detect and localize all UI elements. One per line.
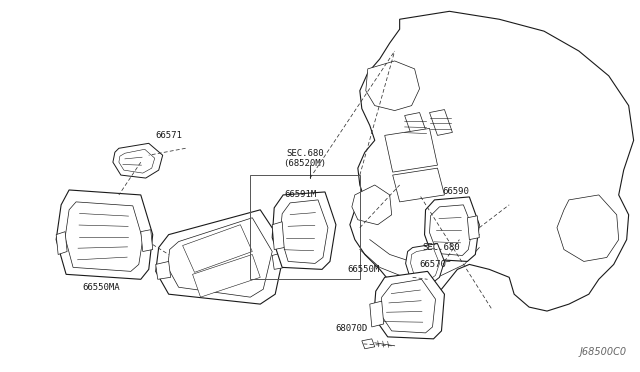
Polygon shape: [404, 113, 428, 138]
Polygon shape: [141, 230, 153, 251]
Polygon shape: [193, 254, 260, 297]
Polygon shape: [393, 168, 444, 202]
Polygon shape: [380, 279, 435, 333]
Polygon shape: [411, 248, 440, 278]
Polygon shape: [65, 202, 143, 271]
Polygon shape: [406, 244, 444, 281]
Polygon shape: [56, 232, 67, 254]
Text: 66570: 66570: [420, 260, 447, 269]
Polygon shape: [156, 262, 171, 279]
Polygon shape: [119, 149, 155, 173]
Polygon shape: [557, 195, 619, 262]
Polygon shape: [429, 110, 452, 135]
Polygon shape: [350, 11, 634, 311]
Polygon shape: [429, 205, 472, 256]
Polygon shape: [156, 210, 285, 304]
Polygon shape: [374, 271, 444, 339]
Polygon shape: [272, 253, 285, 269]
Polygon shape: [182, 225, 252, 272]
Text: SEC.680
(68520M): SEC.680 (68520M): [284, 148, 326, 168]
Polygon shape: [168, 218, 272, 297]
Polygon shape: [56, 190, 153, 279]
Polygon shape: [272, 222, 284, 250]
Polygon shape: [366, 61, 420, 110]
Polygon shape: [385, 128, 438, 172]
Polygon shape: [352, 185, 392, 225]
Polygon shape: [424, 197, 479, 262]
Polygon shape: [362, 339, 375, 349]
Text: SEC.680: SEC.680: [422, 243, 460, 252]
Text: 66550MA: 66550MA: [82, 283, 120, 292]
Text: 68070D: 68070D: [335, 324, 368, 333]
Polygon shape: [113, 143, 163, 178]
Polygon shape: [370, 301, 384, 327]
Text: 66591M: 66591M: [284, 190, 316, 199]
Text: J68500C0: J68500C0: [580, 347, 627, 357]
Polygon shape: [272, 192, 336, 269]
Polygon shape: [467, 216, 479, 240]
Text: 66571: 66571: [156, 131, 182, 140]
Text: 66590: 66590: [442, 187, 469, 196]
Polygon shape: [280, 200, 328, 263]
Text: 66550M: 66550M: [348, 265, 380, 274]
